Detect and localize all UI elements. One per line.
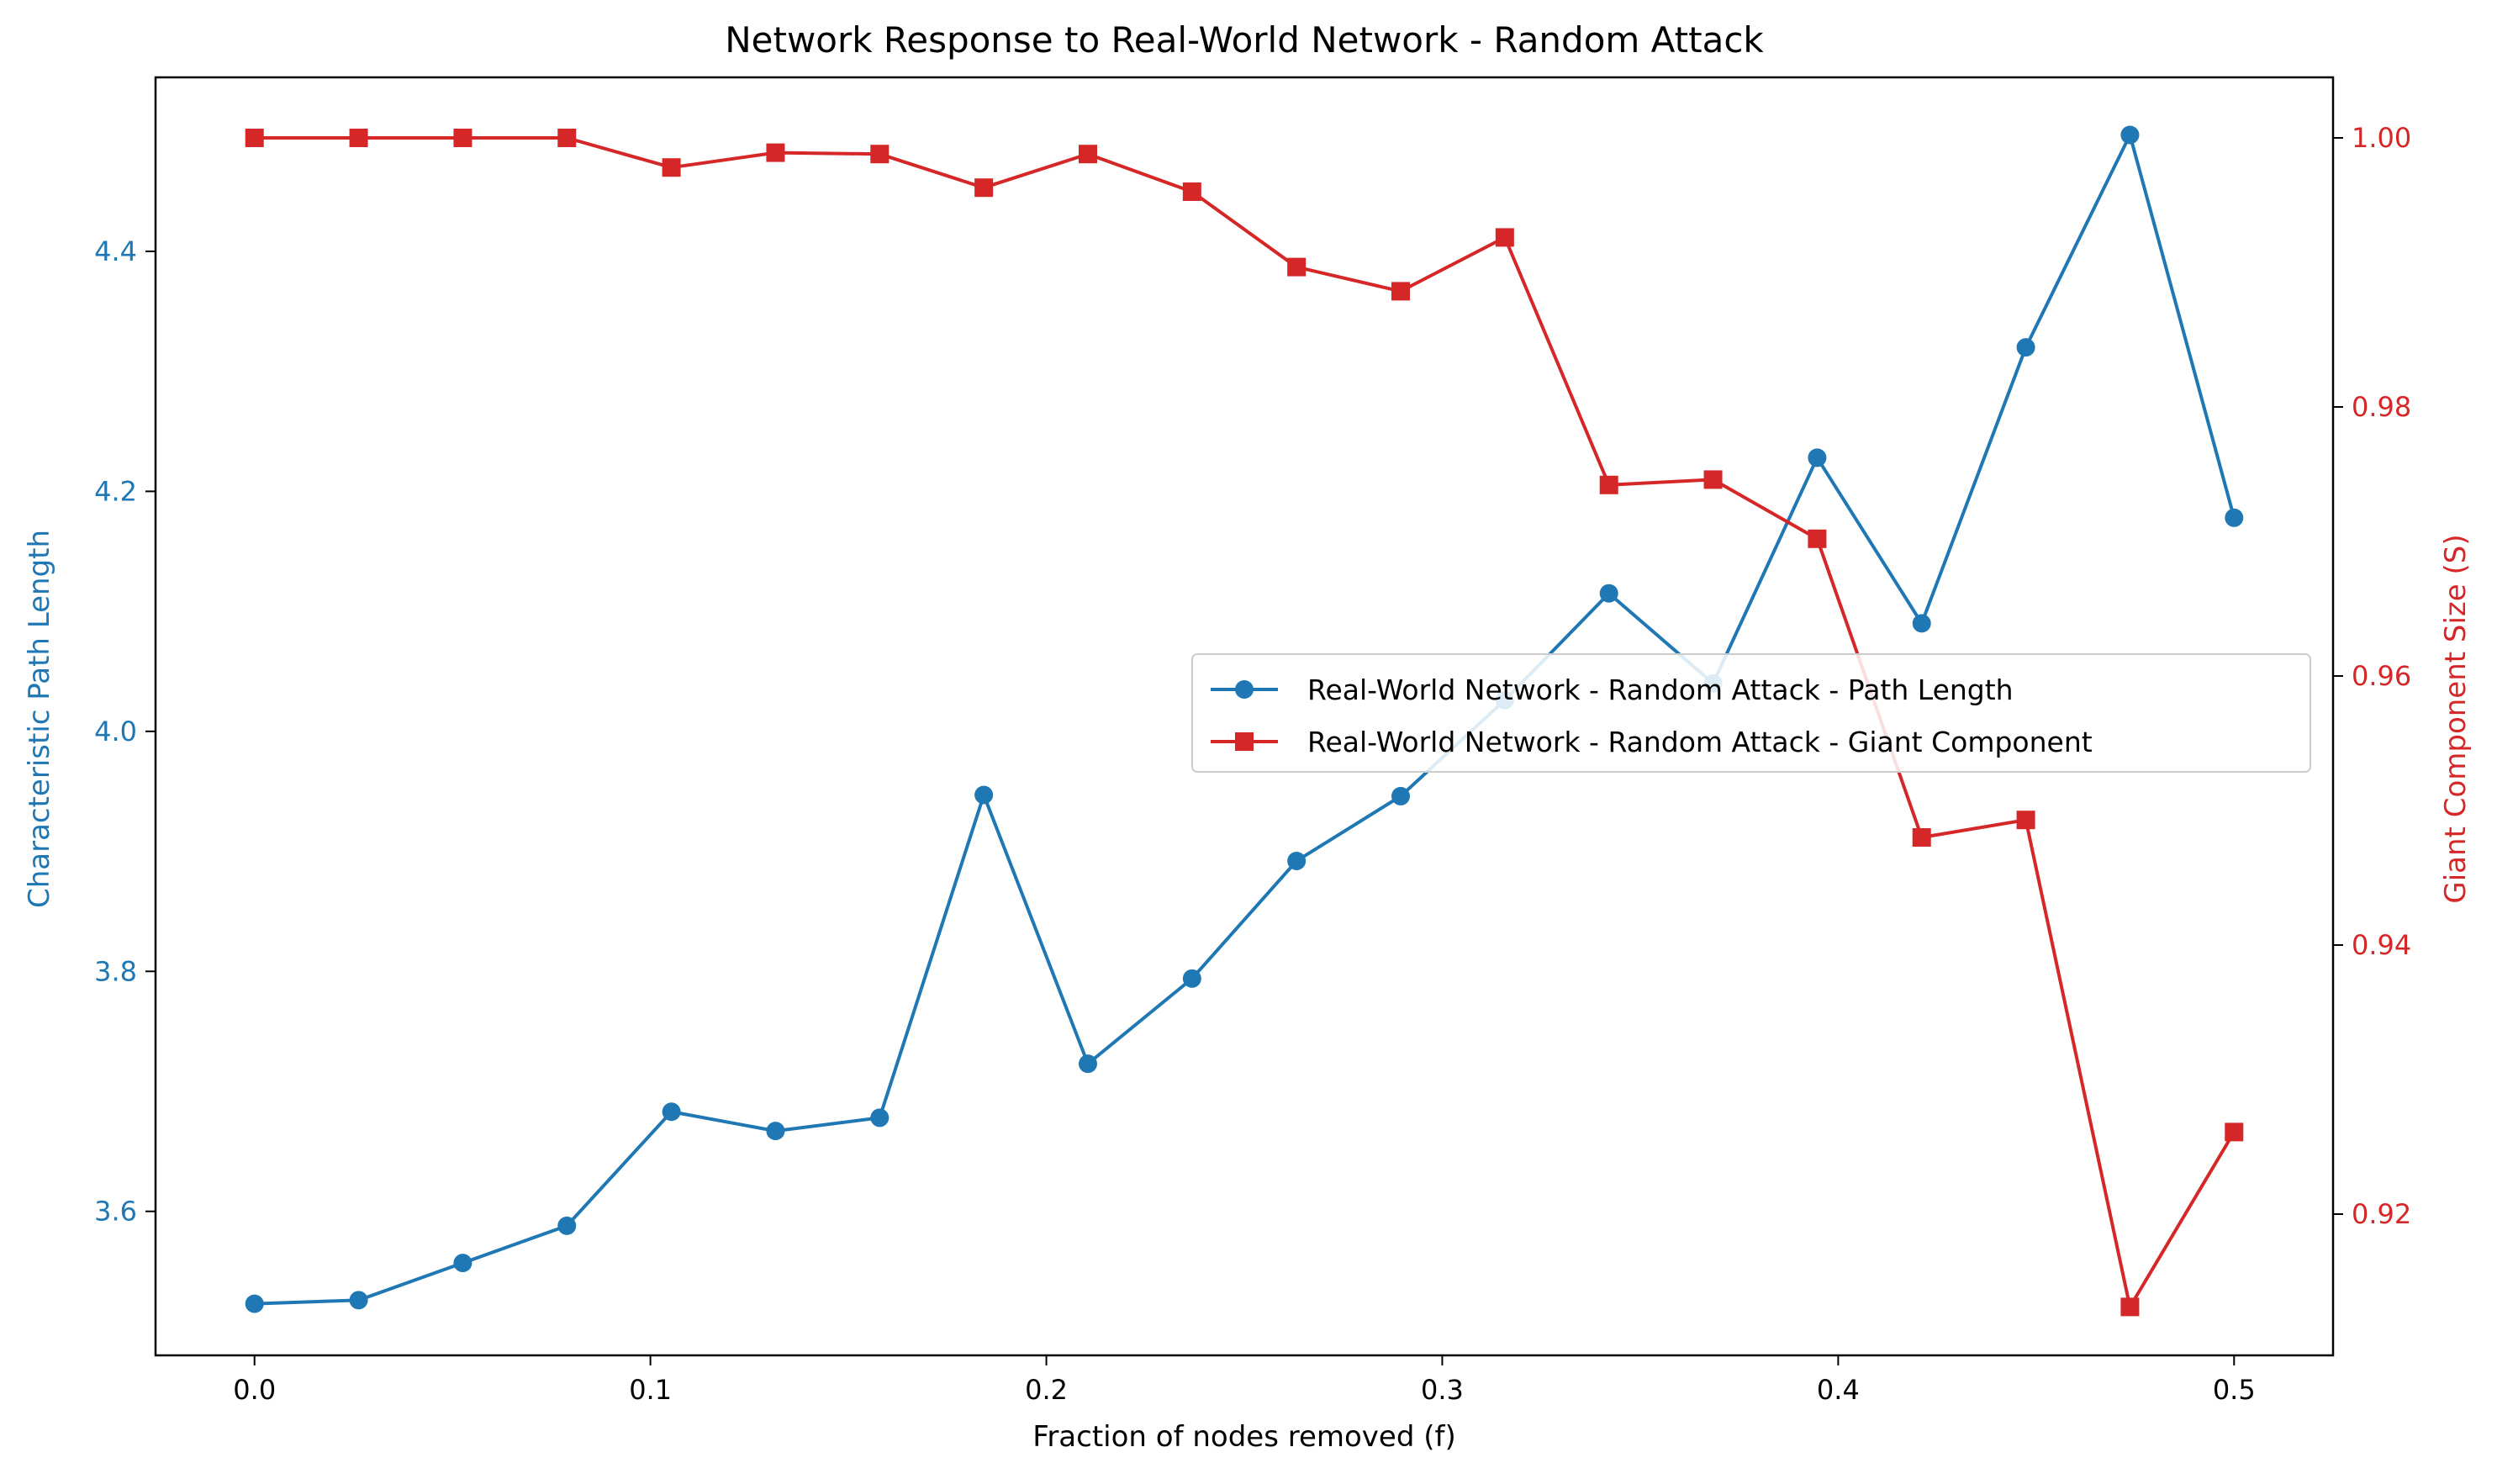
right-y-axis: 0.92 0.94 0.96 0.98 1.00 — [2333, 122, 2411, 1230]
data-point — [1912, 828, 1931, 847]
right-y-tick-label: 1.00 — [2352, 122, 2411, 154]
legend-box — [1191, 653, 2311, 773]
right-y-tick-label: 0.94 — [2352, 929, 2411, 961]
data-point — [349, 1291, 368, 1310]
data-point — [2120, 125, 2140, 145]
data-point — [662, 1102, 681, 1122]
legend-item-giant-component: Real-World Network - Random Attack - Gia… — [1211, 726, 2093, 758]
data-point — [245, 129, 264, 147]
legend: Real-World Network - Random Attack - Pat… — [1191, 653, 2311, 773]
data-point — [766, 143, 785, 162]
x-tick-label: 0.5 — [2213, 1374, 2256, 1406]
left-y-axis: 3.6 3.8 4.0 4.2 4.4 — [94, 235, 156, 1228]
data-point — [2120, 1297, 2140, 1317]
left-y-tick-label: 3.6 — [94, 1196, 137, 1228]
data-point — [974, 785, 994, 805]
data-point — [1287, 851, 1307, 870]
data-point — [1599, 475, 1618, 494]
data-point — [1182, 969, 1201, 988]
data-point — [1703, 470, 1723, 489]
plot-frame — [154, 76, 2335, 1357]
data-point — [2225, 1122, 2244, 1142]
x-tick-label: 0.3 — [1421, 1374, 1464, 1406]
data-point — [1599, 584, 1618, 603]
data-point — [2016, 811, 2035, 830]
x-tick-label: 0.0 — [233, 1374, 276, 1406]
data-point — [1391, 282, 1411, 301]
data-point — [2225, 508, 2244, 527]
data-point — [1808, 529, 1827, 548]
data-point — [1912, 614, 1931, 633]
legend-label: Real-World Network - Random Attack - Pat… — [1307, 673, 2014, 706]
x-axis: 0.0 0.1 0.2 0.3 0.4 0.5 — [233, 1355, 2256, 1406]
data-point — [974, 178, 994, 198]
data-point — [870, 1108, 890, 1128]
data-point — [1808, 448, 1827, 467]
right-y-tick-label: 0.92 — [2352, 1198, 2411, 1230]
chart-title: Network Response to Real-World Network -… — [725, 19, 1764, 61]
legend-item-path-length: Real-World Network - Random Attack - Pat… — [1211, 673, 2014, 706]
left-y-tick-label: 4.2 — [94, 475, 137, 507]
data-point — [557, 1216, 577, 1235]
left-y-axis-label: Characteristic Path Length — [23, 530, 56, 908]
legend-marker — [1235, 680, 1254, 699]
x-axis-label: Fraction of nodes removed (f) — [1032, 1420, 1455, 1454]
left-y-tick-label: 4.4 — [94, 235, 137, 267]
legend-marker — [1235, 732, 1254, 751]
data-point — [1182, 182, 1201, 201]
data-point — [1391, 786, 1411, 805]
data-point — [2016, 338, 2035, 357]
data-point — [1078, 1054, 1097, 1074]
data-point — [245, 1294, 264, 1313]
right-y-tick-label: 0.96 — [2352, 660, 2411, 692]
x-tick-label: 0.1 — [629, 1374, 672, 1406]
data-point — [1078, 145, 1097, 164]
data-point — [557, 129, 577, 147]
data-point — [453, 129, 472, 147]
data-point — [870, 145, 890, 164]
plot-area — [154, 76, 2335, 1357]
series-line — [254, 133, 2236, 1306]
left-y-tick-label: 4.0 — [94, 716, 137, 747]
data-point — [766, 1122, 785, 1141]
series-giant-component — [245, 129, 2244, 1317]
legend-label: Real-World Network - Random Attack - Gia… — [1307, 726, 2093, 758]
series-line — [254, 136, 2236, 1309]
data-point — [1495, 228, 1514, 247]
left-y-tick-label: 3.8 — [94, 955, 137, 987]
data-point — [349, 129, 368, 147]
right-y-axis-label: Giant Component Size (S) — [2439, 534, 2473, 903]
x-tick-label: 0.2 — [1025, 1374, 1068, 1406]
data-point — [453, 1254, 472, 1273]
x-tick-label: 0.4 — [1817, 1374, 1860, 1406]
right-y-tick-label: 0.98 — [2352, 391, 2411, 423]
data-point — [1287, 257, 1307, 277]
data-point — [662, 158, 681, 177]
